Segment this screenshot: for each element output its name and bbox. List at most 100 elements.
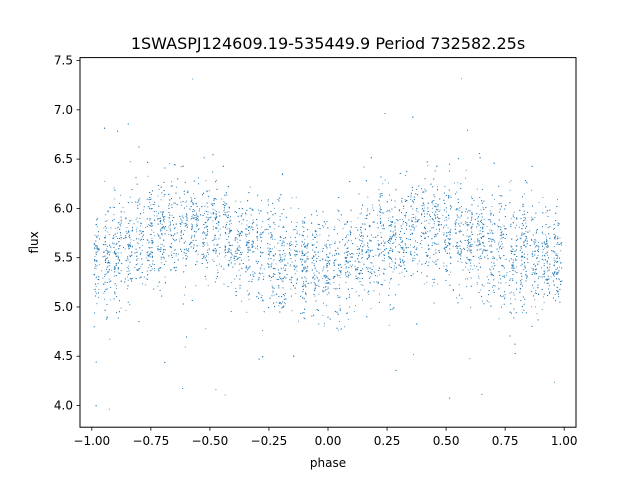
data-point	[257, 194, 259, 196]
data-point	[360, 231, 362, 233]
data-point	[149, 256, 152, 258]
data-point	[131, 227, 133, 229]
data-point	[192, 224, 194, 226]
data-point	[247, 268, 249, 270]
data-point	[127, 268, 130, 270]
data-point	[421, 263, 423, 265]
data-point	[386, 210, 388, 213]
data-point	[215, 211, 218, 213]
data-point	[212, 225, 214, 227]
data-point	[319, 234, 321, 236]
data-point	[560, 244, 563, 246]
data-point	[434, 170, 436, 172]
data-point	[465, 286, 468, 288]
data-point	[444, 186, 446, 188]
data-point	[544, 243, 547, 245]
data-point	[205, 180, 207, 182]
data-point	[372, 207, 374, 209]
data-point	[141, 236, 143, 238]
data-point	[486, 225, 488, 227]
data-point	[140, 232, 142, 234]
data-point	[433, 262, 435, 264]
data-point	[151, 243, 153, 245]
data-point	[284, 252, 286, 254]
data-point	[399, 233, 401, 235]
data-point	[310, 282, 312, 284]
data-point	[518, 226, 520, 228]
data-point	[421, 246, 423, 249]
data-point	[340, 263, 342, 265]
data-point	[417, 211, 419, 213]
data-point	[95, 291, 97, 293]
data-point	[108, 281, 110, 283]
data-point	[268, 267, 270, 269]
data-point	[560, 242, 562, 244]
data-point	[115, 285, 117, 287]
data-point	[304, 267, 307, 269]
data-point	[285, 298, 287, 300]
data-point	[326, 288, 328, 291]
data-point	[247, 233, 249, 235]
data-point	[377, 235, 379, 237]
data-point	[246, 311, 248, 313]
data-point	[375, 254, 377, 256]
data-point	[268, 263, 270, 266]
data-point	[304, 222, 306, 224]
data-point	[361, 208, 363, 210]
data-point	[521, 285, 524, 287]
data-point	[345, 282, 347, 284]
data-point	[289, 248, 291, 250]
data-point	[192, 211, 194, 213]
data-point	[207, 217, 209, 219]
data-point	[479, 289, 481, 291]
data-point	[520, 247, 522, 250]
data-point	[533, 263, 535, 265]
data-point	[425, 220, 428, 222]
data-point	[270, 237, 272, 239]
data-point	[497, 251, 500, 253]
data-point	[484, 245, 486, 247]
data-point	[259, 273, 262, 275]
data-point	[499, 208, 501, 210]
data-point	[410, 219, 412, 221]
data-point	[180, 232, 182, 234]
data-point	[553, 246, 556, 248]
data-point	[288, 243, 291, 245]
data-point	[394, 229, 396, 231]
data-point	[241, 223, 243, 225]
data-point	[491, 223, 493, 225]
data-point	[97, 218, 99, 220]
data-point	[346, 241, 348, 243]
data-point	[174, 226, 176, 228]
data-point	[481, 216, 483, 218]
data-point	[235, 287, 237, 289]
data-point	[497, 281, 500, 284]
data-point	[328, 244, 331, 246]
data-point	[363, 244, 365, 246]
data-point	[362, 284, 364, 286]
data-point	[522, 311, 524, 313]
data-point	[127, 301, 129, 303]
data-point	[426, 231, 429, 233]
data-point	[538, 201, 540, 203]
data-point	[289, 236, 291, 238]
data-point	[548, 285, 550, 287]
data-point	[414, 258, 416, 260]
data-point	[127, 279, 129, 281]
data-point	[143, 212, 145, 214]
data-point	[283, 208, 285, 210]
data-point	[524, 213, 526, 215]
data-point	[302, 268, 304, 270]
data-point	[206, 191, 208, 193]
data-point	[236, 230, 239, 232]
data-point	[94, 234, 96, 236]
data-point	[384, 241, 386, 243]
data-point	[554, 251, 556, 253]
data-point	[192, 203, 194, 205]
data-point	[406, 247, 408, 249]
data-point	[136, 217, 138, 219]
data-point	[546, 239, 548, 241]
data-point	[322, 302, 324, 304]
data-point	[296, 230, 298, 232]
data-point	[248, 298, 250, 300]
